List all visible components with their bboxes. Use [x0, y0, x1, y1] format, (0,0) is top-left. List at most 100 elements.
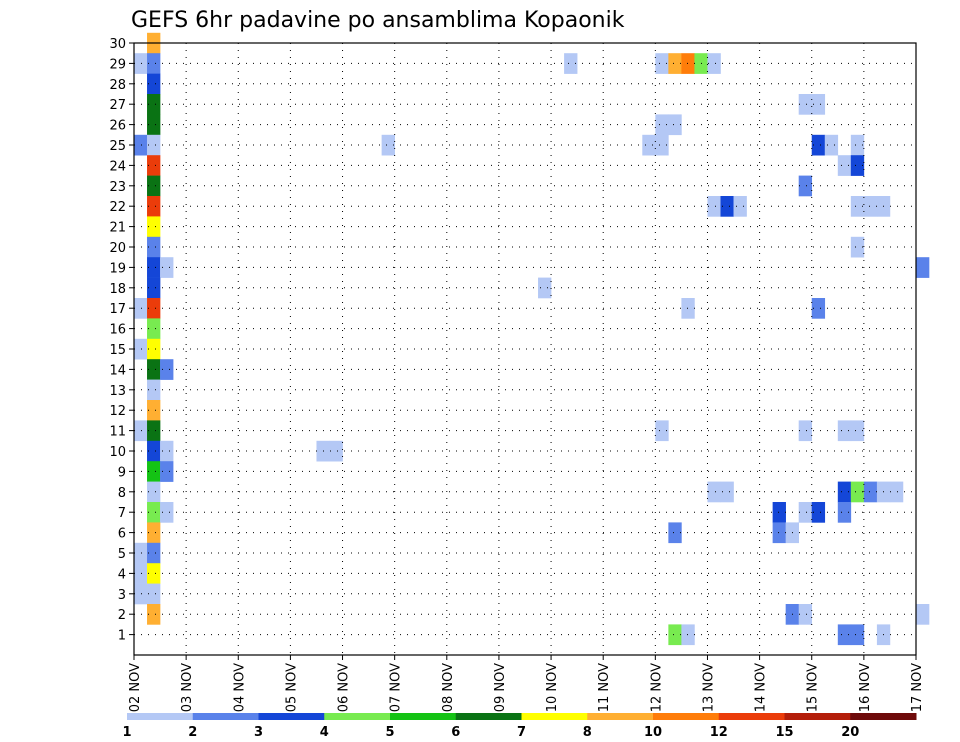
y-tick-label: 21: [109, 221, 126, 236]
y-tick-label: 16: [109, 323, 126, 338]
y-tick-label: 19: [109, 261, 126, 276]
colorbar-level-label: 6: [451, 725, 460, 740]
heatmap-cell: [850, 155, 865, 176]
heatmap-cell: [147, 604, 161, 625]
heatmap-cell: [811, 134, 826, 156]
y-tick-label: 1: [118, 629, 126, 644]
x-tick-label: 08 NOV: [441, 663, 456, 712]
heatmap-cell: [147, 318, 161, 340]
heatmap-cell: [147, 461, 161, 482]
heatmap-cell: [134, 53, 148, 74]
heatmap-cell: [655, 114, 669, 136]
x-tick-label: 06 NOV: [337, 663, 352, 712]
y-tick-label: 9: [118, 465, 126, 480]
colorbar-level-label: 5: [385, 725, 394, 740]
heatmap-cell: [837, 481, 852, 503]
heatmap-cell: [147, 216, 161, 238]
heatmap-cell: [863, 196, 878, 217]
colorbar-level-label: 12: [710, 725, 728, 740]
y-tick-label: 29: [109, 57, 126, 72]
y-tick-label: 7: [118, 506, 126, 521]
colorbar-segment: [587, 713, 654, 720]
x-tick-label: 12 NOV: [649, 663, 664, 712]
heatmap-cell: [160, 502, 174, 523]
colorbar-level-label: 2: [188, 725, 197, 740]
heatmap-cell: [798, 175, 813, 197]
chart-title: GEFS 6hr padavine po ansamblima Kopaonik: [131, 8, 625, 33]
colorbar-level-label: 15: [775, 725, 793, 740]
x-tick-label: 02 NOV: [128, 663, 143, 712]
heatmap-cell: [147, 400, 161, 421]
colorbar-level-label: 3: [254, 725, 263, 740]
colorbar-level-label: 7: [517, 725, 526, 740]
x-tick-label: 13 NOV: [701, 663, 716, 712]
heatmap-cell: [134, 338, 148, 360]
x-tick-label: 14 NOV: [754, 663, 769, 712]
heatmap-cell: [681, 624, 695, 646]
heatmap-cell: [655, 134, 669, 156]
heatmap-cell: [720, 196, 734, 217]
y-tick-label: 4: [118, 567, 126, 582]
x-tick-label: 03 NOV: [180, 663, 195, 712]
heatmap-cell: [850, 420, 865, 442]
heatmap-cell: [147, 277, 161, 299]
y-tick-label: 26: [109, 119, 126, 134]
heatmap-cell: [707, 481, 721, 503]
y-tick-label: 6: [118, 527, 126, 542]
heatmap-cell: [824, 134, 839, 156]
heatmap-cell: [850, 481, 865, 503]
heatmap-cell: [668, 53, 682, 74]
colorbar-segment: [784, 713, 851, 720]
heatmap-cell: [147, 338, 161, 360]
heatmap-cell: [147, 155, 161, 176]
heatmap-cell: [655, 53, 669, 74]
x-tick-label: 09 NOV: [493, 663, 508, 712]
heatmap-cell: [772, 522, 786, 544]
heatmap-cell: [134, 134, 148, 156]
heatmap-cell: [147, 440, 161, 462]
heatmap-cell: [147, 563, 161, 584]
colorbar-level-label: 10: [644, 725, 662, 740]
heatmap-cell: [837, 155, 852, 176]
grid-lines: [134, 42, 916, 655]
y-tick-label: 10: [109, 445, 126, 460]
heatmap-cell: [147, 298, 161, 319]
y-tick-label: 2: [118, 608, 126, 623]
heatmap-cell: [329, 440, 343, 462]
heatmap-cell: [850, 196, 865, 217]
heatmap-cell: [147, 257, 161, 278]
heatmap-cell: [134, 420, 148, 442]
y-tick-label: 11: [109, 425, 126, 440]
heatmap-cell: [564, 53, 578, 74]
colorbar-segment: [850, 713, 917, 720]
heatmap-cell: [147, 522, 161, 544]
colorbar-level-label: 8: [583, 725, 592, 740]
heatmap-cell: [720, 481, 734, 503]
heatmap-cell: [160, 461, 174, 482]
colorbar-segment: [324, 713, 391, 720]
heatmap-cell: [798, 94, 813, 115]
heatmap-cell: [850, 134, 865, 156]
y-tick-label: 14: [109, 363, 126, 378]
y-tick-label: 3: [118, 588, 126, 603]
heatmap-cell: [655, 420, 669, 442]
heatmap-cell: [381, 134, 395, 156]
heatmap-cell: [916, 257, 930, 278]
heatmap-cell: [772, 502, 786, 523]
heatmap-cell: [134, 298, 148, 319]
colorbar-segment: [521, 713, 588, 720]
heatmap-cell: [733, 196, 747, 217]
colorbar-segment: [127, 713, 194, 720]
y-tick-label: 5: [118, 547, 126, 562]
colorbar-level-label: 4: [320, 725, 329, 740]
x-axis: 02 NOV 03 NOV 04 NOV 05 NOV 06 NOV 07 NOV 08 N…: [128, 655, 925, 712]
colorbar-segment: [653, 713, 720, 720]
heatmap-cell: [160, 359, 174, 380]
heatmap-cell: [668, 624, 682, 646]
y-tick-label: 17: [109, 302, 126, 317]
heatmap-cell: [681, 298, 695, 319]
x-tick-label: 04 NOV: [232, 663, 247, 712]
x-tick-label: 10 NOV: [545, 663, 560, 712]
y-tick-label: 15: [109, 343, 126, 358]
